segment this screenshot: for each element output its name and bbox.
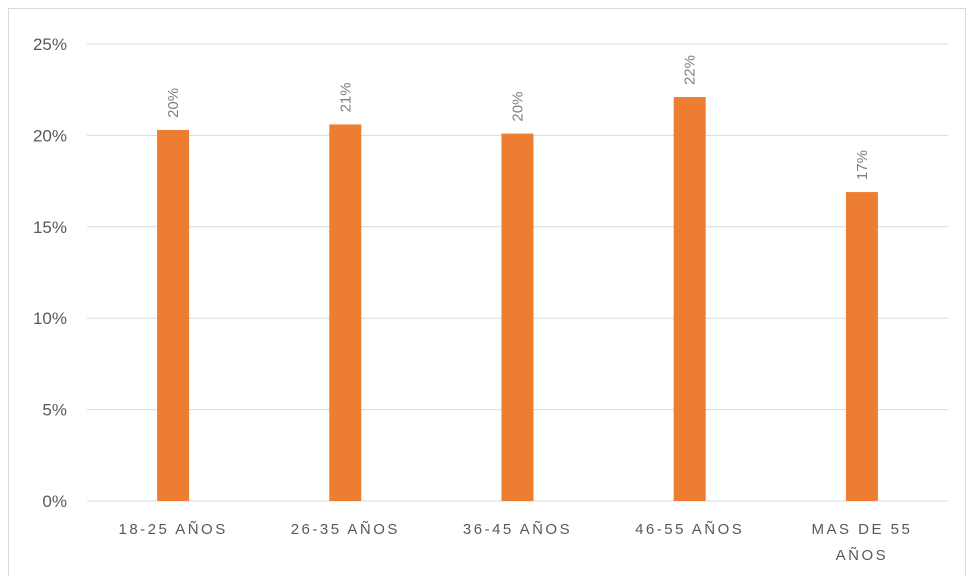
bar	[157, 129, 190, 501]
data-label: 20%	[510, 92, 527, 122]
y-tick-label: 25%	[33, 35, 67, 54]
data-label: 20%	[165, 88, 182, 118]
x-category-label: 26-35 AÑOS	[291, 521, 400, 538]
y-tick-label: 15%	[33, 218, 67, 237]
bar	[329, 124, 362, 501]
x-category-label: MAS DE 55	[811, 521, 912, 538]
bar	[673, 97, 706, 502]
x-category-label: 18-25 AÑOS	[118, 521, 227, 538]
y-tick-label: 20%	[33, 126, 67, 145]
data-labels: 20% 21% 20% 22% 17%	[165, 55, 871, 180]
bar	[501, 133, 534, 501]
x-category-label: 36-45 AÑOS	[463, 521, 572, 538]
y-axis-tick-labels: 0% 5% 10% 15% 20% 25%	[33, 35, 67, 511]
bar	[845, 192, 878, 501]
x-axis-category-labels: 18-25 AÑOS 26-35 AÑOS 36-45 AÑOS 46-55 AÑOS…	[118, 521, 912, 564]
y-tick-label: 5%	[42, 401, 67, 420]
x-category-label: AÑOS	[836, 547, 889, 564]
y-tick-label: 10%	[33, 309, 67, 328]
data-label: 22%	[682, 55, 699, 85]
bars	[157, 97, 878, 502]
y-tick-label: 0%	[42, 492, 67, 511]
chart-frame	[8, 8, 966, 576]
data-label: 17%	[854, 150, 871, 180]
x-category-label: 46-55 AÑOS	[635, 521, 744, 538]
data-label: 21%	[337, 82, 354, 112]
